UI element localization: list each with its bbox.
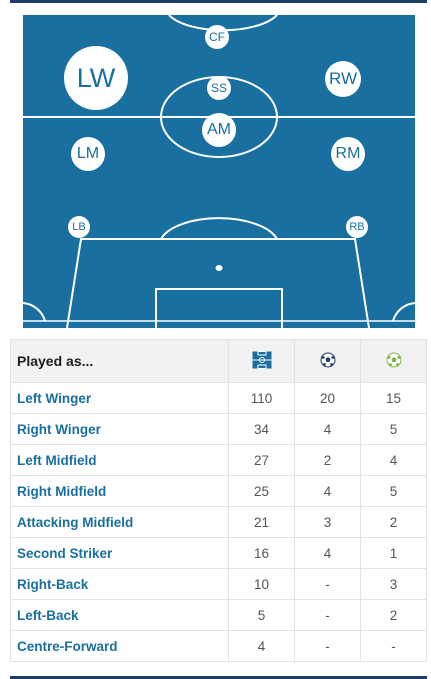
- table-header-row: Played as...: [10, 339, 427, 383]
- position-marker-cf: CF: [205, 25, 229, 49]
- apps-cell: 21: [228, 506, 295, 538]
- position-marker-ss: SS: [207, 76, 231, 100]
- table-row: Left Midfield 27 2 4: [10, 444, 427, 476]
- assists-ball-icon: [386, 352, 401, 367]
- goals-cell: 4: [294, 537, 361, 569]
- position-marker-lb: LB: [68, 216, 90, 238]
- played-as-header: Played as...: [10, 339, 229, 383]
- apps-cell: 110: [228, 382, 295, 414]
- apps-cell: 4: [228, 630, 295, 662]
- position-marker-lm: LM: [71, 137, 105, 171]
- position-link[interactable]: Right Midfield: [10, 475, 229, 507]
- goals-cell: 20: [294, 382, 361, 414]
- assists-cell: 5: [360, 475, 427, 507]
- assists-cell: 15: [360, 382, 427, 414]
- bottom-border: [10, 676, 427, 679]
- goals-cell: -: [294, 568, 361, 600]
- position-link[interactable]: Left Midfield: [10, 444, 229, 476]
- table-row: Left Winger 110 20 15: [10, 382, 427, 414]
- position-link[interactable]: Left Winger: [10, 382, 229, 414]
- position-marker-lw: LW: [64, 46, 128, 110]
- apps-cell: 5: [228, 599, 295, 631]
- assists-cell: 2: [360, 599, 427, 631]
- position-marker-rm: RM: [331, 137, 365, 171]
- goals-ball-icon: [320, 352, 335, 367]
- apps-cell: 27: [228, 444, 295, 476]
- position-marker-rw: RW: [325, 61, 361, 97]
- goals-cell: -: [294, 599, 361, 631]
- table-row: Attacking Midfield 21 3 2: [10, 506, 427, 538]
- table-row: Right-Back 10 - 3: [10, 568, 427, 600]
- position-link[interactable]: Centre-Forward: [10, 630, 229, 662]
- table-row: Left-Back 5 - 2: [10, 599, 427, 631]
- positions-stats-table: Played as...: [10, 339, 427, 662]
- goals-cell: 2: [294, 444, 361, 476]
- assists-cell: 4: [360, 444, 427, 476]
- pitch-icon: [252, 350, 271, 369]
- position-pitch-panel: CF LW SS RW AM LM RM LB RB: [10, 3, 427, 339]
- goals-cell: 3: [294, 506, 361, 538]
- assists-cell: 5: [360, 413, 427, 445]
- apps-cell: 34: [228, 413, 295, 445]
- table-row: Centre-Forward 4 - -: [10, 630, 427, 662]
- assists-cell: 1: [360, 537, 427, 569]
- top-border: [10, 0, 427, 3]
- apps-cell: 25: [228, 475, 295, 507]
- position-link[interactable]: Left-Back: [10, 599, 229, 631]
- assists-header: [360, 339, 427, 383]
- position-link[interactable]: Second Striker: [10, 537, 229, 569]
- goals-header: [294, 339, 361, 383]
- position-link[interactable]: Right-Back: [10, 568, 229, 600]
- assists-cell: 3: [360, 568, 427, 600]
- goals-cell: 4: [294, 413, 361, 445]
- apps-cell: 10: [228, 568, 295, 600]
- table-row: Second Striker 16 4 1: [10, 537, 427, 569]
- appearances-header: [228, 339, 295, 383]
- apps-cell: 16: [228, 537, 295, 569]
- assists-cell: -: [360, 630, 427, 662]
- position-marker-rb: RB: [346, 216, 368, 238]
- position-link[interactable]: Attacking Midfield: [10, 506, 229, 538]
- assists-cell: 2: [360, 506, 427, 538]
- position-marker-am: AM: [202, 113, 236, 147]
- goals-cell: 4: [294, 475, 361, 507]
- position-link[interactable]: Right Winger: [10, 413, 229, 445]
- table-row: Right Winger 34 4 5: [10, 413, 427, 445]
- goals-cell: -: [294, 630, 361, 662]
- table-row: Right Midfield 25 4 5: [10, 475, 427, 507]
